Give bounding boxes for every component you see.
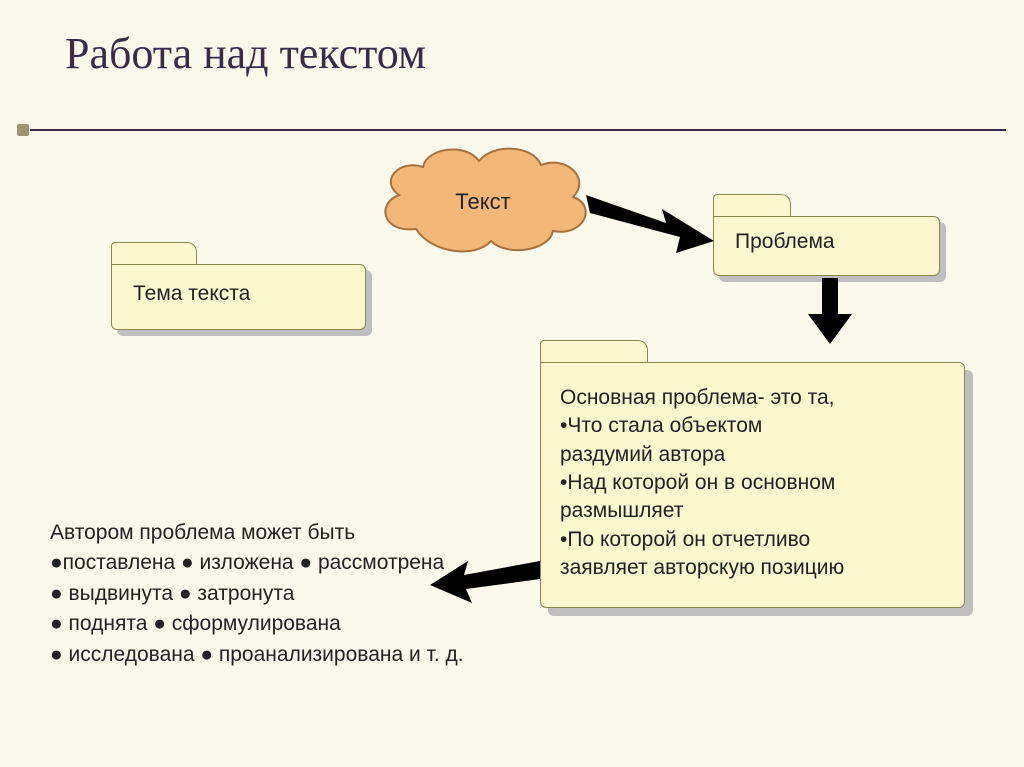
mp-line: Основная проблема- это та, bbox=[560, 384, 955, 412]
mp-line: •По которой он отчетливо bbox=[560, 526, 955, 554]
author-line: ● поднята ● сформулирована bbox=[50, 609, 510, 639]
mp-line: •Над которой он в основном bbox=[560, 469, 955, 497]
author-problem-block: Автором проблема может быть ●поставлена … bbox=[50, 518, 510, 670]
folder-problema-label: Проблема bbox=[735, 228, 835, 256]
author-line: ●поставлена ● изложена ● рассмотрена bbox=[50, 548, 510, 578]
mp-line: •Что стала объектом bbox=[560, 412, 955, 440]
mp-line: раздумий автора bbox=[560, 441, 955, 469]
arrow-cloud-to-problema bbox=[586, 185, 716, 255]
slide-canvas: Работа над текстом Текст Тема текста Про… bbox=[0, 0, 1024, 767]
folder-tema: Тема текста bbox=[111, 242, 366, 330]
title-underline bbox=[30, 129, 1006, 131]
author-line: Автором проблема может быть bbox=[50, 518, 510, 548]
author-line: ● выдвинута ● затронута bbox=[50, 579, 510, 609]
slide-title: Работа над текстом bbox=[65, 28, 426, 79]
cloud-label: Текст bbox=[371, 189, 595, 215]
mp-line: размышляет bbox=[560, 497, 955, 525]
cloud-text: Текст bbox=[371, 141, 595, 259]
folder-main-problem: Основная проблема- это та, •Что стала об… bbox=[540, 340, 965, 608]
title-line-dot bbox=[17, 124, 29, 136]
arrow-problema-down bbox=[808, 278, 852, 344]
author-line: ● исследована ● проанализирована и т. д. bbox=[50, 640, 510, 670]
folder-main-problem-text: Основная проблема- это та, •Что стала об… bbox=[560, 384, 955, 582]
mp-line: заявляет авторскую позицию bbox=[560, 554, 955, 582]
folder-tema-label: Тема текста bbox=[133, 280, 250, 308]
slide-title-block: Работа над текстом bbox=[65, 28, 426, 79]
folder-problema: Проблема bbox=[713, 194, 940, 276]
